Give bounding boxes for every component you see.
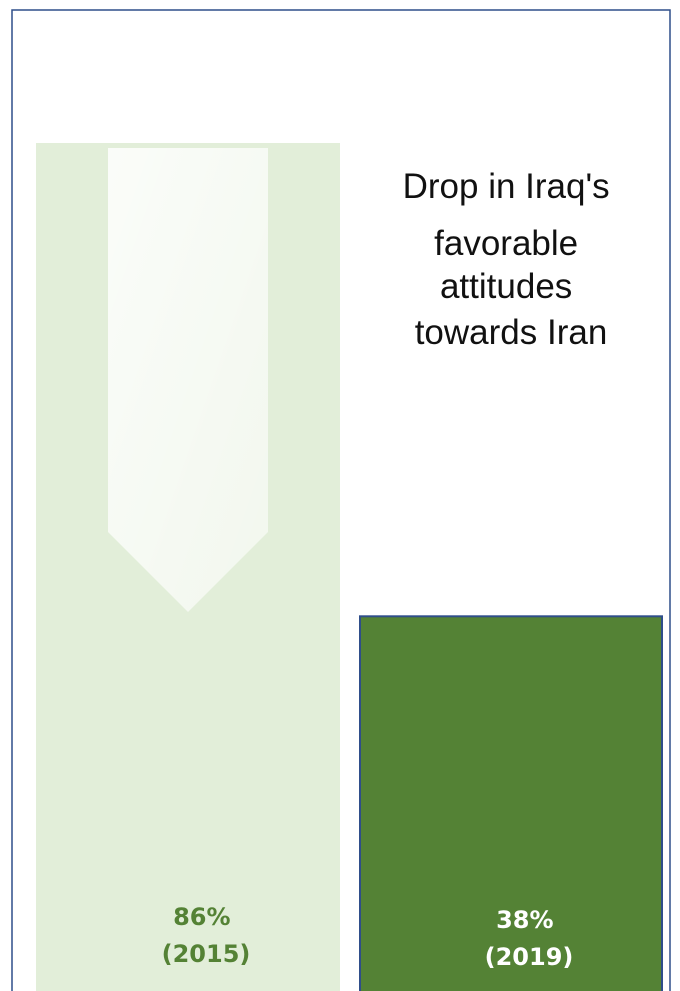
bar-year-label: (2019) [485, 943, 574, 971]
title-line: Drop in Iraq's [403, 167, 610, 206]
title-line: favorable [434, 224, 578, 263]
bar-value-label: 38% [496, 906, 553, 934]
title-line: towards Iran [415, 313, 608, 352]
chart-title: Drop in Iraq's favorable attitudes towar… [403, 167, 620, 352]
bar-label-2015: 86% (2015) [162, 903, 251, 968]
chart-frame [11, 9, 671, 991]
bar-2019 [359, 615, 663, 991]
bar-year-label: (2015) [162, 940, 251, 968]
bar-label-2019: 38% (2019) [485, 906, 574, 971]
title-line: attitudes [440, 267, 572, 306]
bar-value-label: 86% [173, 903, 230, 931]
down-arrow-icon [108, 148, 268, 612]
